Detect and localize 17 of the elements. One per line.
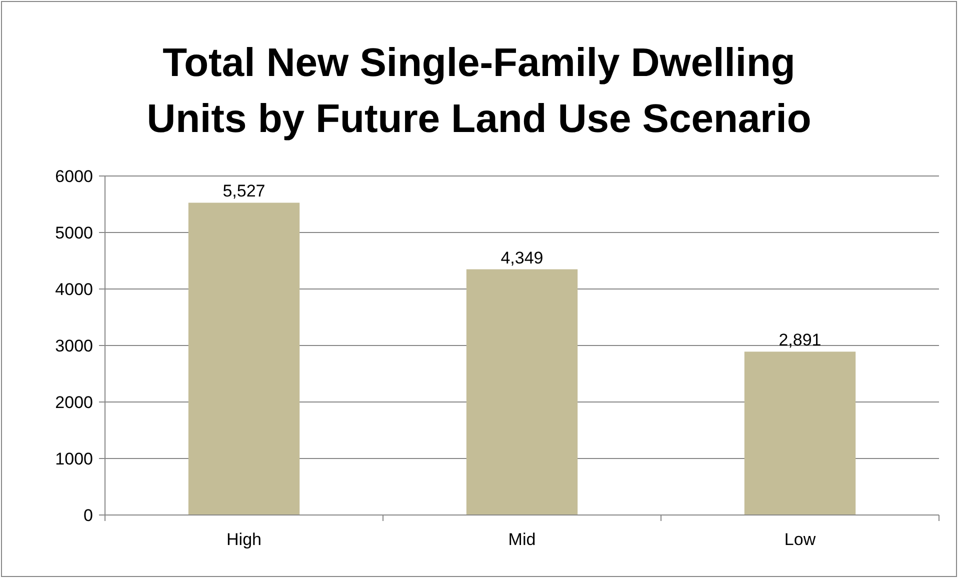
bar (188, 202, 300, 515)
bar (466, 269, 578, 515)
y-tick-label: 2000 (55, 392, 93, 412)
x-tick-label: Mid (508, 530, 536, 549)
y-tick-label: 6000 (55, 166, 93, 186)
y-tick-label: 5000 (55, 223, 93, 242)
y-tick-label: 4000 (55, 280, 93, 299)
bar (744, 352, 856, 515)
data-label: 5,527 (222, 182, 266, 201)
x-tick-label: Low (784, 530, 816, 549)
y-tick-label: 1000 (55, 449, 93, 468)
chart-title: Total New Single-Family Dwelling Units by Future Land Use Scenario (146, 41, 812, 141)
data-label: 2,891 (778, 330, 822, 350)
data-label: 4,349 (500, 248, 544, 268)
y-tick-label: 3000 (55, 336, 93, 356)
x-tick-label: High (226, 530, 262, 549)
y-tick-label: 0 (84, 506, 93, 525)
